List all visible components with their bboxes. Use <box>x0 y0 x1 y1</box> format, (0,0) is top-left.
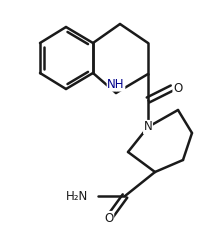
Text: NH: NH <box>107 78 125 91</box>
Text: O: O <box>104 211 114 225</box>
Text: O: O <box>173 81 182 94</box>
Text: N: N <box>144 120 152 134</box>
Text: H₂N: H₂N <box>66 190 88 203</box>
